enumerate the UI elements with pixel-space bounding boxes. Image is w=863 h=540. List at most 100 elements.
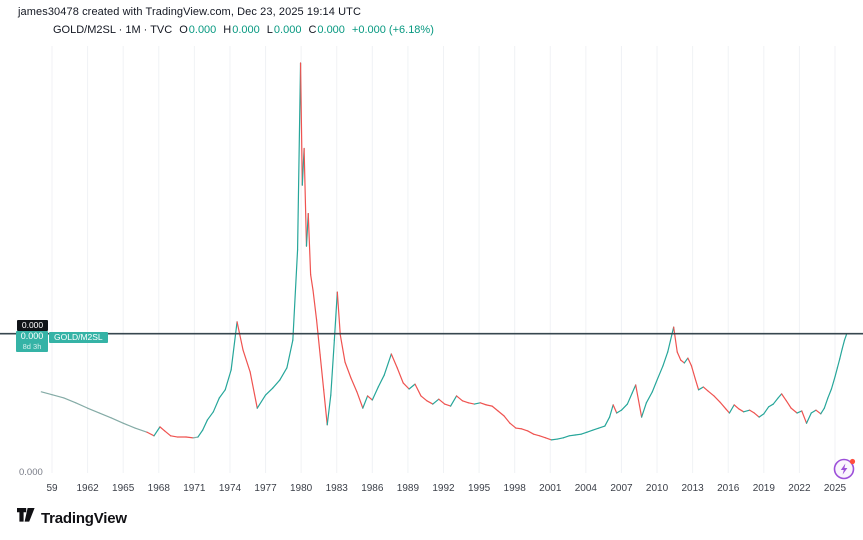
price-series-segment — [805, 412, 812, 424]
price-series-segment — [170, 435, 179, 438]
price-series-segment — [635, 384, 643, 418]
price-series-segment — [651, 379, 658, 393]
price-series-segment — [687, 357, 693, 367]
price-series-segment — [414, 383, 422, 397]
price-series-segment — [676, 351, 682, 361]
price-series-segment — [473, 402, 481, 405]
flash-bolt-icon — [840, 463, 848, 475]
tradingview-brand-text: TradingView — [41, 510, 127, 527]
price-series-segment — [336, 291, 341, 336]
bar-countdown-label: 0.000 — [17, 319, 48, 331]
ohlc-key-C: C — [308, 24, 317, 36]
price-series-segment — [303, 147, 308, 247]
price-line-tag: GOLD/M2SL — [49, 331, 108, 343]
x-axis-tick: 2019 — [753, 483, 776, 494]
x-axis-tick: 1995 — [468, 483, 491, 494]
price-series-segment — [673, 326, 678, 353]
price-series-segment — [697, 386, 704, 391]
price-series-segment — [134, 427, 148, 433]
price-series-segment — [242, 349, 251, 373]
ohlc-value-L: 0.000 — [273, 24, 302, 36]
price-series-segment — [408, 383, 416, 390]
price-series-segment — [164, 430, 172, 437]
price-series-segment — [333, 291, 338, 341]
price-series-segment — [781, 393, 787, 402]
price-series-segment — [538, 435, 547, 439]
price-series-segment — [286, 339, 294, 369]
price-series-segment — [815, 409, 822, 415]
price-series-segment — [383, 353, 392, 376]
price-series-segment — [641, 402, 647, 418]
last-price-value: 0.000 — [20, 331, 44, 341]
price-series-segment — [51, 394, 65, 399]
price-series-segment — [315, 319, 321, 356]
x-axis-tick: 2007 — [610, 483, 633, 494]
price-series-segment — [264, 387, 274, 396]
change-value: +0.000 (+6.18%) — [351, 24, 434, 36]
price-series-segment — [197, 429, 204, 438]
price-series-segment — [616, 409, 623, 414]
price-series-segment — [533, 433, 541, 437]
price-series-segment — [758, 413, 765, 418]
price-series-segment — [592, 427, 600, 431]
price-series-segment — [75, 402, 89, 409]
price-series-segment — [212, 397, 220, 413]
price-series-segment — [192, 436, 199, 439]
price-series-segment — [356, 391, 364, 409]
price-series-segment — [146, 431, 155, 437]
ohlc-value-O: 0.000 — [188, 24, 217, 36]
price-series-segment — [110, 417, 124, 424]
price-series-segment — [839, 348, 843, 360]
x-axis-tick: 1986 — [361, 483, 384, 494]
price-series-segment — [292, 249, 299, 341]
price-series-segment — [296, 62, 302, 251]
price-series-segment — [450, 395, 458, 407]
price-series-segment — [438, 398, 446, 405]
price-series-segment — [680, 359, 685, 364]
price-series-segment — [820, 407, 825, 415]
price-series-segment — [390, 353, 398, 369]
bar-close-eta: 8d 3h — [22, 342, 42, 351]
price-series-segment — [631, 384, 637, 394]
ohlc-value-H: 0.000 — [232, 24, 260, 36]
price-series-segment — [63, 397, 77, 404]
symbol-title: GOLD/M2SL · 1M · TVC — [53, 24, 173, 36]
x-axis-tick: 2004 — [575, 483, 598, 494]
boost-flash-button[interactable] — [832, 456, 858, 482]
price-series-segment — [604, 416, 611, 427]
price-series-segment — [713, 395, 721, 403]
y-axis-zero-label: 0.000 — [19, 467, 43, 478]
price-series-segment — [432, 398, 440, 405]
price-series-segment — [827, 388, 833, 399]
price-series-segment — [690, 365, 696, 379]
price-series-segment — [823, 397, 829, 409]
price-series-segment — [683, 357, 689, 364]
price-series-segment — [719, 401, 727, 410]
price-series-segment — [568, 434, 576, 437]
x-axis-tick: 1968 — [148, 483, 171, 494]
price-series-segment — [702, 386, 709, 392]
x-axis-tick: 2022 — [788, 483, 811, 494]
x-axis-tick: 1977 — [254, 483, 277, 494]
x-axis-tick: 1998 — [504, 483, 527, 494]
price-series-segment — [185, 436, 194, 439]
price-series-segment — [467, 402, 475, 405]
price-series-segment — [527, 430, 535, 435]
price-series-segment — [230, 321, 238, 371]
price-series-segment — [396, 367, 404, 384]
price-series-segment — [307, 212, 312, 276]
tradingview-footer[interactable]: TradingView — [17, 508, 127, 529]
price-series-segment — [763, 406, 770, 415]
price-series-segment — [620, 403, 628, 411]
price-series-segment — [339, 334, 346, 363]
price-series-segment — [444, 403, 452, 407]
x-axis-tick: 1974 — [219, 483, 242, 494]
ohlc-value-C: 0.000 — [317, 24, 345, 36]
tradingview-logo-icon — [17, 508, 35, 529]
price-series-segment — [256, 394, 267, 409]
price-series-segment — [790, 407, 798, 414]
price-series-segment — [772, 397, 779, 405]
price-series-segment — [753, 412, 760, 418]
